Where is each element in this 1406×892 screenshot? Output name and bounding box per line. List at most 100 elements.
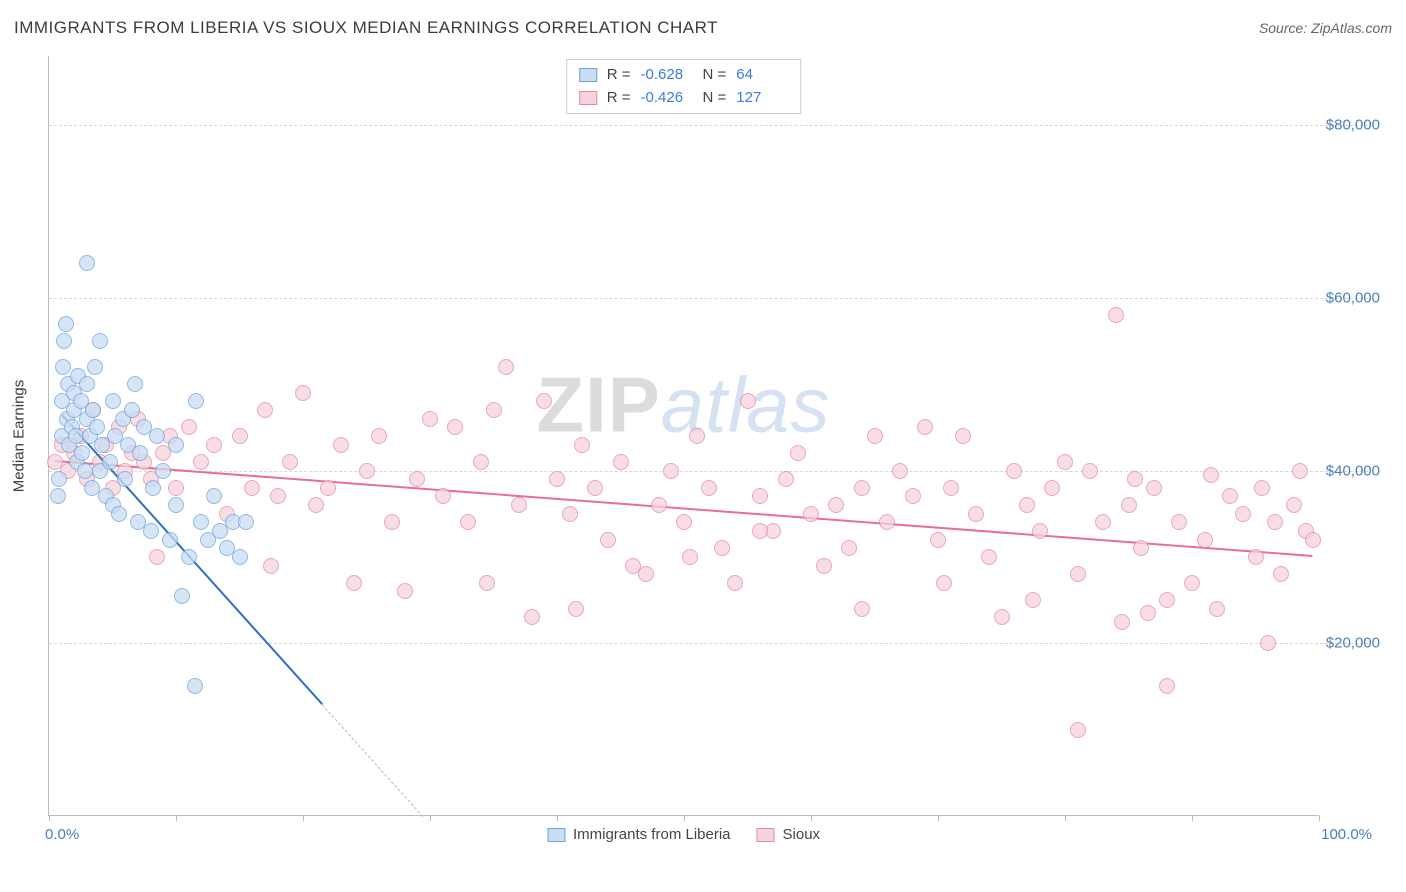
- data-point: [790, 445, 806, 461]
- r-value-0: -0.628: [641, 64, 693, 87]
- data-point: [244, 480, 260, 496]
- data-point: [257, 402, 273, 418]
- data-point: [689, 428, 705, 444]
- y-tick-label: $60,000: [1326, 289, 1380, 306]
- gridline: [49, 125, 1368, 126]
- data-point: [1127, 471, 1143, 487]
- data-point: [320, 480, 336, 496]
- gridline: [49, 471, 1368, 472]
- legend-swatch-0: [547, 828, 565, 842]
- data-point: [727, 575, 743, 591]
- data-point: [397, 583, 413, 599]
- data-point: [562, 506, 578, 522]
- data-point: [188, 393, 204, 409]
- data-point: [58, 316, 74, 332]
- data-point: [752, 488, 768, 504]
- data-point: [473, 454, 489, 470]
- data-point: [1171, 514, 1187, 530]
- x-tick: [811, 815, 812, 821]
- y-tick-label: $20,000: [1326, 635, 1380, 652]
- data-point: [270, 488, 286, 504]
- data-point: [714, 540, 730, 556]
- data-point: [87, 359, 103, 375]
- data-point: [511, 497, 527, 513]
- data-point: [486, 402, 502, 418]
- data-point: [905, 488, 921, 504]
- data-point: [1133, 540, 1149, 556]
- data-point: [79, 255, 95, 271]
- data-point: [879, 514, 895, 530]
- data-point: [1159, 678, 1175, 694]
- data-point: [111, 506, 127, 522]
- trend-line-extrapolation: [322, 704, 424, 817]
- data-point: [89, 419, 105, 435]
- n-value-1: 127: [736, 87, 788, 110]
- data-point: [828, 497, 844, 513]
- legend-item-1: Sioux: [757, 826, 821, 843]
- data-point: [187, 678, 203, 694]
- x-tick: [1319, 815, 1320, 821]
- data-point: [206, 437, 222, 453]
- data-point: [79, 376, 95, 392]
- data-point: [149, 549, 165, 565]
- data-point: [168, 497, 184, 513]
- data-point: [638, 566, 654, 582]
- data-point: [92, 333, 108, 349]
- data-point: [498, 359, 514, 375]
- title-bar: IMMIGRANTS FROM LIBERIA VS SIOUX MEDIAN …: [14, 18, 1392, 38]
- data-point: [663, 463, 679, 479]
- data-point: [1082, 463, 1098, 479]
- data-point: [1032, 523, 1048, 539]
- r-value-1: -0.426: [641, 87, 693, 110]
- data-point: [447, 419, 463, 435]
- data-point: [917, 419, 933, 435]
- data-point: [346, 575, 362, 591]
- data-point: [549, 471, 565, 487]
- data-point: [181, 549, 197, 565]
- x-tick: [1065, 815, 1066, 821]
- data-point: [1260, 635, 1276, 651]
- data-point: [193, 454, 209, 470]
- data-point: [1159, 592, 1175, 608]
- data-point: [143, 523, 159, 539]
- data-point: [371, 428, 387, 444]
- x-axis-min-label: 0.0%: [45, 826, 79, 843]
- data-point: [803, 506, 819, 522]
- data-point: [651, 497, 667, 513]
- data-point: [1140, 605, 1156, 621]
- data-point: [867, 428, 883, 444]
- data-point: [149, 428, 165, 444]
- x-tick: [176, 815, 177, 821]
- data-point: [127, 376, 143, 392]
- data-point: [232, 549, 248, 565]
- data-point: [1254, 480, 1270, 496]
- x-tick: [938, 815, 939, 821]
- data-point: [1197, 532, 1213, 548]
- data-point: [1114, 614, 1130, 630]
- data-point: [1286, 497, 1302, 513]
- stats-row-series-1: R = -0.426 N = 127: [579, 87, 789, 110]
- data-point: [74, 445, 90, 461]
- legend-swatch-1: [757, 828, 775, 842]
- x-tick: [49, 815, 50, 821]
- data-point: [1057, 454, 1073, 470]
- n-label: N =: [703, 64, 727, 87]
- data-point: [936, 575, 952, 591]
- data-point: [1292, 463, 1308, 479]
- x-tick: [303, 815, 304, 821]
- data-point: [816, 558, 832, 574]
- scatter-plot-area: ZIPatlas Median Earnings R = -0.628 N = …: [48, 56, 1318, 816]
- n-value-0: 64: [736, 64, 788, 87]
- swatch-series-0: [579, 68, 597, 82]
- x-tick: [1192, 815, 1193, 821]
- x-tick: [557, 815, 558, 821]
- data-point: [85, 402, 101, 418]
- correlation-stats-legend: R = -0.628 N = 64 R = -0.426 N = 127: [566, 59, 802, 114]
- data-point: [263, 558, 279, 574]
- chart-title: IMMIGRANTS FROM LIBERIA VS SIOUX MEDIAN …: [14, 18, 718, 38]
- y-tick-label: $40,000: [1326, 462, 1380, 479]
- data-point: [117, 471, 133, 487]
- data-point: [568, 601, 584, 617]
- data-point: [155, 463, 171, 479]
- swatch-series-1: [579, 91, 597, 105]
